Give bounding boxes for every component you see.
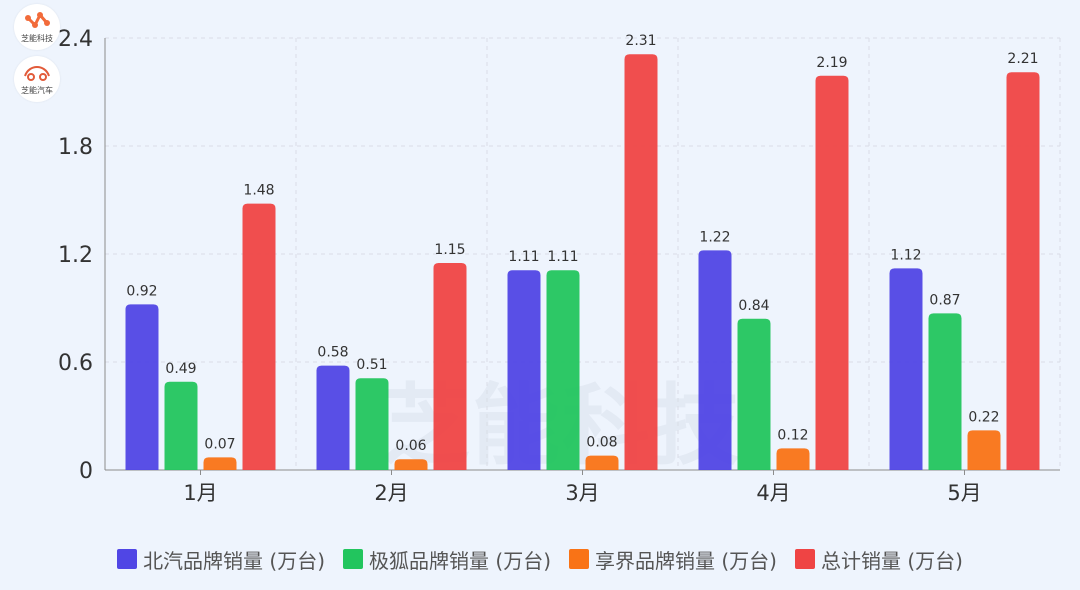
- bar-4: [242, 203, 276, 470]
- data-label: 1.48: [243, 183, 274, 199]
- data-label: 0.22: [968, 409, 999, 425]
- data-label: 1.12: [890, 247, 921, 263]
- data-label: 0.58: [317, 345, 348, 361]
- legend-swatch: [794, 549, 815, 569]
- car-logo-icon: [24, 65, 50, 81]
- logo-zhineng-auto: 芝能汽车: [14, 56, 60, 102]
- bar-4: [815, 75, 849, 471]
- legend-swatch: [343, 549, 364, 569]
- bar-2: [164, 381, 198, 470]
- data-label: 2.31: [625, 33, 656, 49]
- data-label: 2.21: [1007, 51, 1038, 67]
- bar-2: [928, 313, 962, 470]
- y-tick-label: 0: [79, 459, 93, 484]
- y-tick-label: 1.8: [58, 135, 93, 160]
- data-label: 1.11: [508, 249, 539, 265]
- legend-item[interactable]: 极狐品牌销量 (万台): [343, 545, 551, 574]
- legend-swatch: [569, 549, 589, 569]
- x-tick-label: 1月: [183, 481, 217, 505]
- legend-swatch: [117, 549, 138, 569]
- bar-1: [125, 304, 159, 470]
- legend-label: 北汽品牌销量 (万台): [143, 548, 326, 573]
- x-tick-label: 4月: [756, 481, 790, 505]
- molecule-logo-icon: [25, 12, 50, 28]
- data-label: 0.06: [395, 438, 426, 454]
- bar-3: [394, 459, 428, 470]
- data-label: 0.87: [929, 292, 960, 308]
- legend-item[interactable]: 享界品牌销量 (万台): [569, 545, 777, 574]
- bar-4: [433, 263, 467, 470]
- bar-3: [585, 455, 619, 470]
- data-label: 1.22: [699, 229, 730, 245]
- legend-label: 总计销量 (万台): [820, 548, 963, 573]
- bar-2: [355, 378, 389, 470]
- data-label: 0.51: [356, 357, 387, 373]
- x-tick-label: 5月: [947, 481, 981, 505]
- bar-1: [889, 268, 923, 470]
- legend-item[interactable]: 北汽品牌销量 (万台): [117, 545, 325, 574]
- chart-legend: 北汽品牌销量 (万台) 极狐品牌销量 (万台) 享界品牌销量 (万台) 总计销量 (万…: [0, 541, 1080, 577]
- legend-label: 极狐品牌销量 (万台): [369, 548, 551, 573]
- x-tick-label: 2月: [374, 481, 408, 505]
- legend-item[interactable]: 总计销量 (万台): [794, 545, 963, 574]
- bar-4: [624, 54, 658, 470]
- data-label: 0.49: [165, 361, 196, 377]
- bar-2: [737, 318, 771, 470]
- bar-1: [507, 270, 541, 470]
- bar-3: [776, 448, 810, 470]
- y-tick-label: 1.2: [58, 243, 93, 268]
- y-tick-label: 0.6: [58, 351, 93, 376]
- data-label: 0.92: [126, 283, 157, 299]
- data-label: 2.19: [816, 55, 847, 71]
- data-label: 1.11: [547, 249, 578, 265]
- bar-3: [203, 457, 237, 470]
- data-label: 0.12: [777, 427, 808, 443]
- data-label: 0.08: [586, 435, 617, 451]
- bar-3: [967, 430, 1001, 470]
- bar-1: [316, 365, 350, 470]
- bar-1: [698, 250, 732, 470]
- y-tick-label: 2.4: [58, 27, 93, 52]
- bar-2: [546, 270, 580, 470]
- data-label: 0.07: [204, 436, 235, 452]
- x-tick-label: 3月: [565, 481, 599, 505]
- data-label: 1.15: [434, 242, 465, 258]
- logo-zhineng-tech: 芝能科技: [14, 4, 60, 50]
- legend-label: 享界品牌销量 (万台): [595, 548, 777, 573]
- logo-bottom-label: 芝能汽车: [21, 86, 53, 95]
- bar-4: [1006, 72, 1040, 470]
- logo-top-label: 芝能科技: [21, 34, 53, 43]
- data-label: 0.84: [738, 298, 769, 314]
